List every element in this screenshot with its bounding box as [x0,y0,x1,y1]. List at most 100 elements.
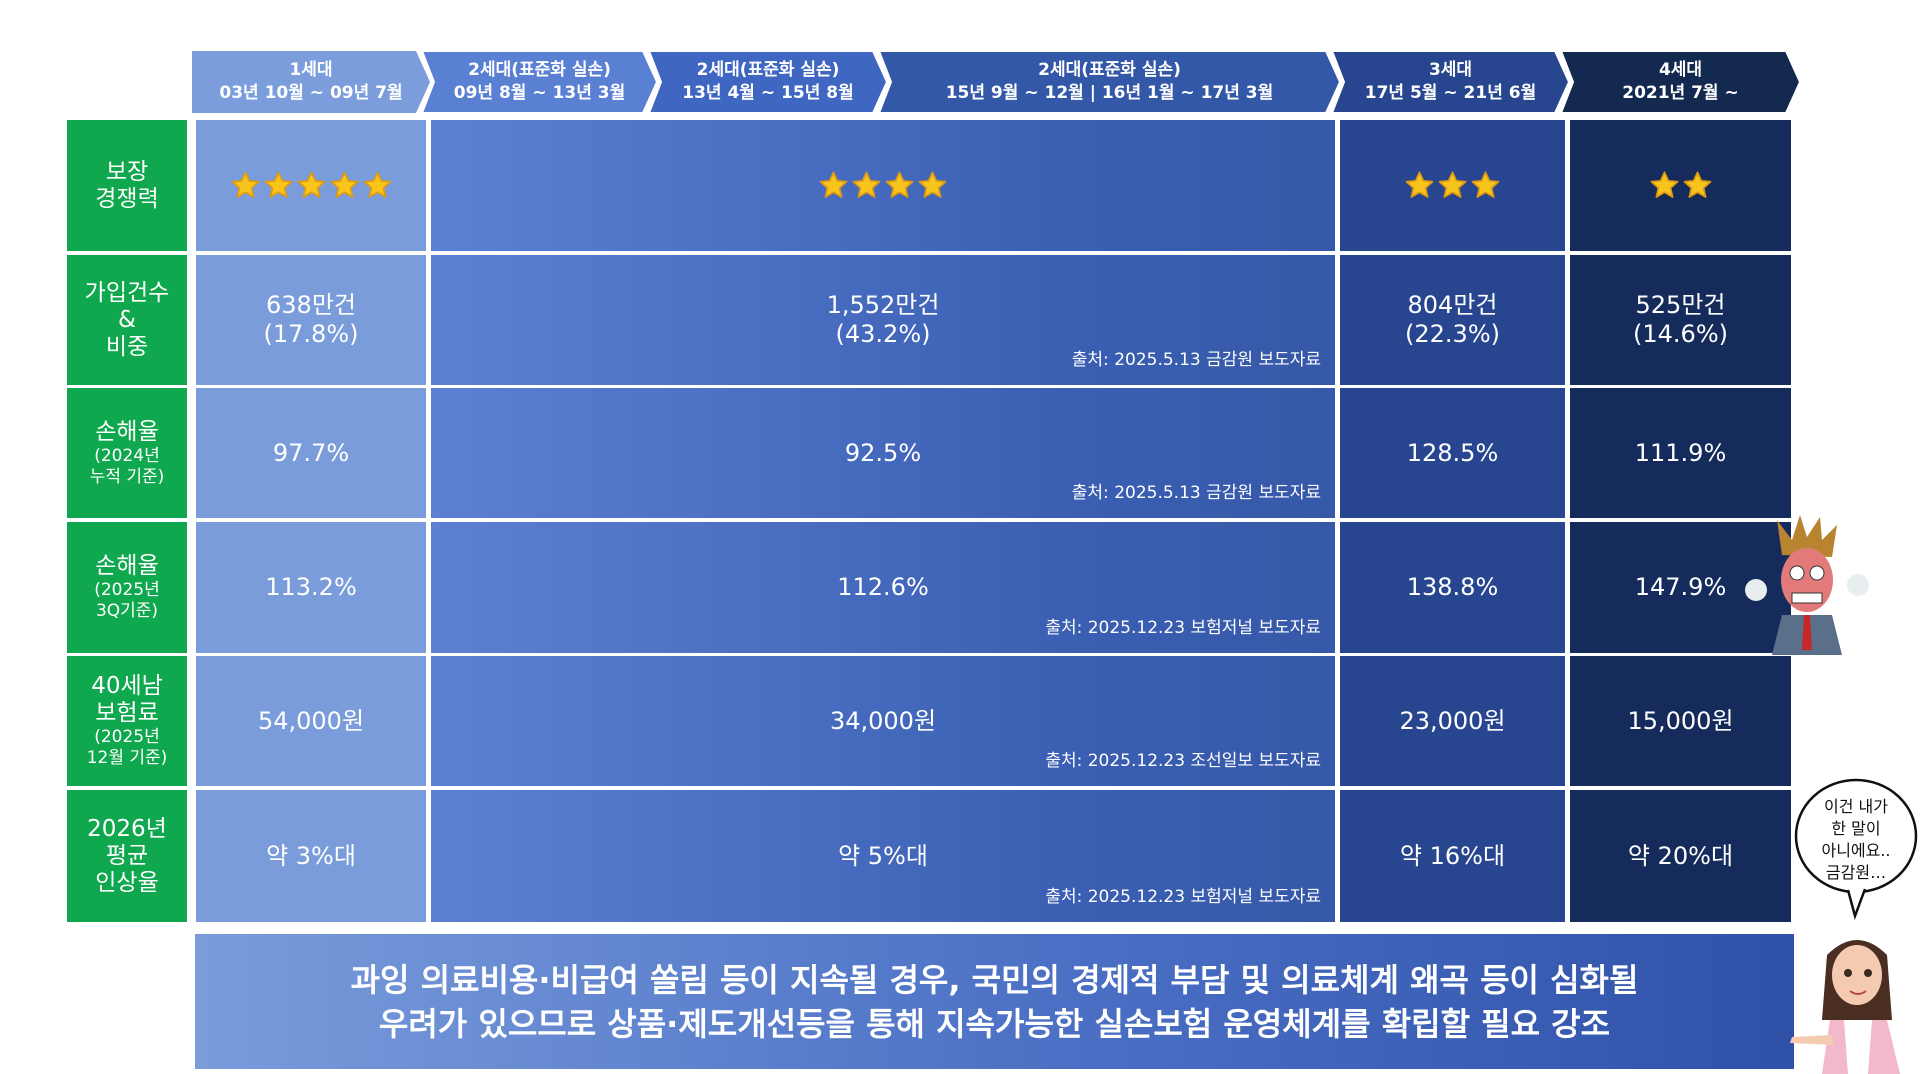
header-generation-1: 1세대 03년 10월 ~ 09년 7월 [192,51,430,113]
bubble-line: 아니에요.. [1821,841,1891,860]
table-cell: 92.5% 출처: 2025.5.13 금감원 보도자료 [431,388,1335,518]
cell-value: 약 5%대 [838,841,928,870]
cell-value: (14.6%) [1633,320,1728,348]
banner-line-2: 우려가 있으므로 상품·제도개선등을 통해 지속가능한 실손보험 운영체계를 확… [378,1004,1611,1043]
speech-bubble-text: 이건 내가 한 말이 아니에요.. 금감원… [1793,796,1919,884]
star-rating [1404,170,1501,201]
table-cell: 15,000원 [1570,656,1791,786]
table-cell [196,120,426,251]
header-period: 03년 10월 ~ 09년 7월 [219,83,403,103]
table-cell: 112.6% 출처: 2025.12.23 보험저널 보도자료 [431,522,1335,653]
star-icon [1438,171,1467,198]
cell-value: 23,000원 [1399,706,1506,735]
bubble-line: 이건 내가 [1824,797,1888,816]
source-note: 출처: 2025.12.23 보험저널 보도자료 [1045,618,1321,638]
cell-value: 111.9% [1634,438,1727,467]
cell-value: (17.8%) [263,320,359,348]
table-cell: 23,000원 [1340,656,1565,786]
row-label-line: 경쟁력 [95,185,159,212]
source-note: 출처: 2025.12.23 조선일보 보도자료 [1045,751,1321,771]
header-period: 17년 5월 ~ 21년 6월 [1364,83,1537,103]
cell-value: 약 20%대 [1627,841,1734,870]
table-cell: 약 3%대 [196,790,426,922]
star-rating [1649,170,1713,201]
table-cell: 128.5% [1340,388,1565,518]
row-sublabel-line: (2025년 [94,580,160,600]
star-icon [1405,171,1434,198]
table-cell [1340,120,1565,251]
star-icon [918,171,947,198]
cell-value: 약 3%대 [266,841,356,870]
header-period: 13년 4월 ~ 15년 8월 [682,83,854,103]
row-label-line: 손해율 [95,418,159,445]
row-label-line: 비중 [105,333,149,360]
star-icon [1650,171,1678,198]
row-label-line: 보장 [105,158,149,185]
table-cell [1570,120,1791,251]
cell-value: 804만건 [1407,291,1498,319]
table-cell: 1,552만건 (43.2%) 출처: 2025.5.13 금감원 보도자료 [431,255,1335,385]
star-icon [1683,171,1711,198]
star-icon [885,171,914,198]
cell-value: 34,000원 [829,706,937,735]
row-label: 가입건수 & 비중 [67,255,187,385]
chevron-arrow [192,51,430,113]
star-icon [852,171,881,198]
header-title: 3세대 [1428,60,1473,80]
row-label-line: 40세남 [91,673,163,699]
header-generation-4: 2세대(표준화 실손) 15년 9월 ~ 12월 | 16년 1월 ~ 17년 … [879,51,1340,113]
star-icon [264,171,292,198]
cell-value: 147.9% [1634,573,1727,601]
table-cell: 54,000원 [196,656,426,786]
cell-value: 113.2% [265,573,357,601]
star-icon [297,171,325,198]
row-label: 보장 경쟁력 [67,120,187,251]
chevron-arrow [422,51,657,113]
row-label-line: 평균 [105,842,149,869]
table-cell: 525만건 (14.6%) [1570,255,1791,385]
source-note: 출처: 2025.5.13 금감원 보도자료 [1071,350,1321,370]
cell-value: 97.7% [272,438,350,467]
angry-man-icon [1745,515,1869,655]
row-label: 40세남 보험료 (2025년 12월 기준) [67,656,187,786]
cell-value: 15,000원 [1627,706,1734,735]
star-icon [1471,171,1500,198]
bubble-line: 한 말이 [1831,819,1881,838]
star-icon [330,171,358,198]
table-cell: 111.9% [1570,388,1791,518]
star-icon [363,171,391,198]
table-cell: 약 20%대 [1570,790,1791,922]
chevron-arrow [1561,51,1800,113]
table-cell [431,120,1335,251]
header-title: 1세대 [289,60,333,80]
chevron-arrow [1332,51,1569,113]
header-generation-3: 2세대(표준화 실손) 13년 4월 ~ 15년 8월 [649,51,887,113]
chevron-arrow [649,51,887,113]
header-period: 09년 8월 ~ 13년 3월 [453,83,626,103]
row-sublabel-line: 3Q기준) [95,601,159,621]
cell-value: 112.6% [837,573,929,601]
table-cell: 113.2% [196,522,426,653]
source-note: 출처: 2025.12.23 보험저널 보도자료 [1045,887,1321,907]
cell-value: 638만건 [266,291,356,319]
star-icon [231,171,259,198]
cell-value: 54,000원 [257,706,365,735]
row-label-line: 손해율 [95,553,159,579]
cell-value: (43.2%) [835,320,931,348]
row-label-line: 보험료 [95,700,159,726]
header-generation-6: 4세대 2021년 7월 ~ [1561,51,1800,113]
star-icon [819,171,848,198]
row-label-line: 인상율 [95,869,159,896]
table-cell: 약 16%대 [1340,790,1565,922]
speech-bubble-icon [1794,778,1918,921]
header-title: 2세대(표준화 실손) [468,60,611,80]
star-rating [230,170,393,201]
header-period: 15년 9월 ~ 12월 | 16년 1월 ~ 17년 3월 [945,83,1274,103]
row-label: 손해율 (2024년 누적 기준) [67,388,187,518]
star-rating [818,170,948,201]
table-cell: 638만건 (17.8%) [196,255,426,385]
table-cell: 138.8% [1340,522,1565,653]
cell-value: 약 16%대 [1399,841,1506,870]
summary-banner: 과잉 의료비용·비급여 쏠림 등이 지속될 경우, 국민의 경제적 부담 및 의… [195,934,1794,1069]
